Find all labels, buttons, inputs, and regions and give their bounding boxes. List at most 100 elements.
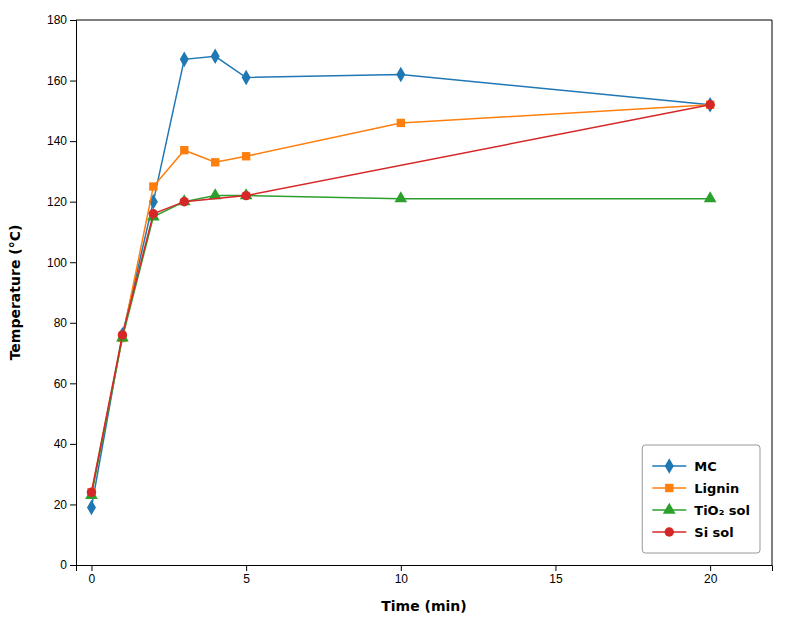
legend-item: MC [652, 458, 716, 474]
tick: 140 [47, 134, 76, 148]
point [705, 100, 714, 109]
tick-mark [70, 383, 76, 384]
tick-label: 0 [89, 572, 96, 586]
point [118, 330, 127, 339]
series [85, 188, 716, 499]
tick-mark [70, 20, 76, 21]
tick-mark [70, 323, 76, 324]
tick-mark [70, 81, 76, 82]
tick-mark [70, 565, 76, 566]
tick-label: 5 [243, 572, 250, 586]
point [116, 331, 129, 342]
point [180, 52, 189, 68]
tick-mark [70, 444, 76, 445]
tick: 40 [54, 437, 76, 451]
point [180, 197, 189, 206]
legend-symbol [663, 503, 676, 514]
tick-mark [70, 202, 76, 203]
point [87, 488, 96, 497]
tick: 15 [549, 565, 563, 586]
axis-line [70, 21, 77, 566]
tick-mark [70, 262, 76, 263]
legend: MC Lignin TiO₂ sol Si sol [642, 445, 760, 553]
tick: 0 [60, 558, 76, 572]
line [91, 105, 710, 493]
point [242, 152, 250, 160]
tick-label: 140 [47, 134, 67, 148]
tick: 100 [47, 256, 76, 270]
point [149, 182, 157, 190]
point [149, 209, 158, 218]
legend-label: MC [694, 459, 716, 474]
series [87, 101, 714, 497]
point [241, 191, 250, 200]
tick: 160 [47, 74, 76, 88]
tick-mark [70, 141, 76, 142]
x-axis: 0 5 10 15 20 [77, 565, 773, 586]
tick-label: 20 [704, 572, 718, 586]
tick-mark [91, 565, 92, 571]
legend-symbol [665, 458, 674, 474]
frame [772, 20, 773, 565]
legend-label: Lignin [694, 481, 739, 496]
tick-mark [555, 565, 556, 571]
tick-label: 40 [54, 437, 68, 451]
legend-box [642, 445, 760, 553]
point [211, 49, 220, 65]
point [87, 500, 96, 516]
tick-mark [401, 565, 402, 571]
legend-item: Lignin [652, 481, 739, 496]
series [87, 49, 715, 516]
legend-item: TiO₂ sol [652, 503, 750, 518]
tick-label: 80 [54, 316, 68, 330]
tick: 5 [243, 565, 250, 586]
tick-label: 10 [395, 572, 409, 586]
tick: 0 [89, 565, 96, 586]
point [147, 209, 160, 220]
point [704, 191, 717, 202]
plot: 0 5 10 15 20 0 20 40 60 80 100 120 140 160 180 MC Lignin… [47, 13, 773, 585]
legend-symbol [665, 527, 674, 536]
legend-label: Si sol [694, 525, 733, 540]
legend-item: Si sol [652, 525, 733, 540]
point [396, 67, 405, 83]
point [397, 119, 405, 127]
axis-line [77, 566, 773, 572]
marks [85, 49, 716, 516]
tick: 80 [54, 316, 76, 330]
tick-label: 20 [54, 498, 68, 512]
legend-label: TiO₂ sol [694, 503, 750, 518]
tick: 60 [54, 377, 76, 391]
tick: 10 [395, 565, 409, 586]
point [211, 158, 219, 166]
series [87, 100, 715, 497]
line [91, 196, 710, 496]
chart: 0 5 10 15 20 0 20 40 60 80 100 120 140 160 180 MC Lignin… [0, 0, 796, 627]
tick-label: 160 [47, 74, 67, 88]
point [180, 146, 188, 154]
y-axis-title: Temperature (°C) [7, 225, 23, 361]
tick: 20 [704, 565, 718, 586]
tick-mark [246, 565, 247, 571]
tick-label: 15 [549, 572, 563, 586]
tick: 20 [54, 498, 76, 512]
tick: 180 [47, 13, 76, 27]
point [242, 70, 251, 86]
tick-label: 0 [60, 558, 67, 572]
legend-symbol [665, 484, 673, 492]
line [91, 56, 710, 507]
tick-label: 100 [47, 256, 67, 270]
y-axis: 0 20 40 60 80 100 120 140 160 180 [47, 13, 77, 572]
x-axis-title: Time (min) [381, 598, 466, 614]
tick-label: 60 [54, 377, 68, 391]
point [87, 488, 95, 496]
tick-label: 120 [47, 195, 67, 209]
tick-label: 180 [47, 13, 67, 27]
line [91, 105, 710, 493]
tick-mark [710, 565, 711, 571]
point [706, 101, 714, 109]
tick: 120 [47, 195, 76, 209]
tick-mark [70, 504, 76, 505]
point [85, 488, 98, 499]
point [394, 191, 407, 202]
